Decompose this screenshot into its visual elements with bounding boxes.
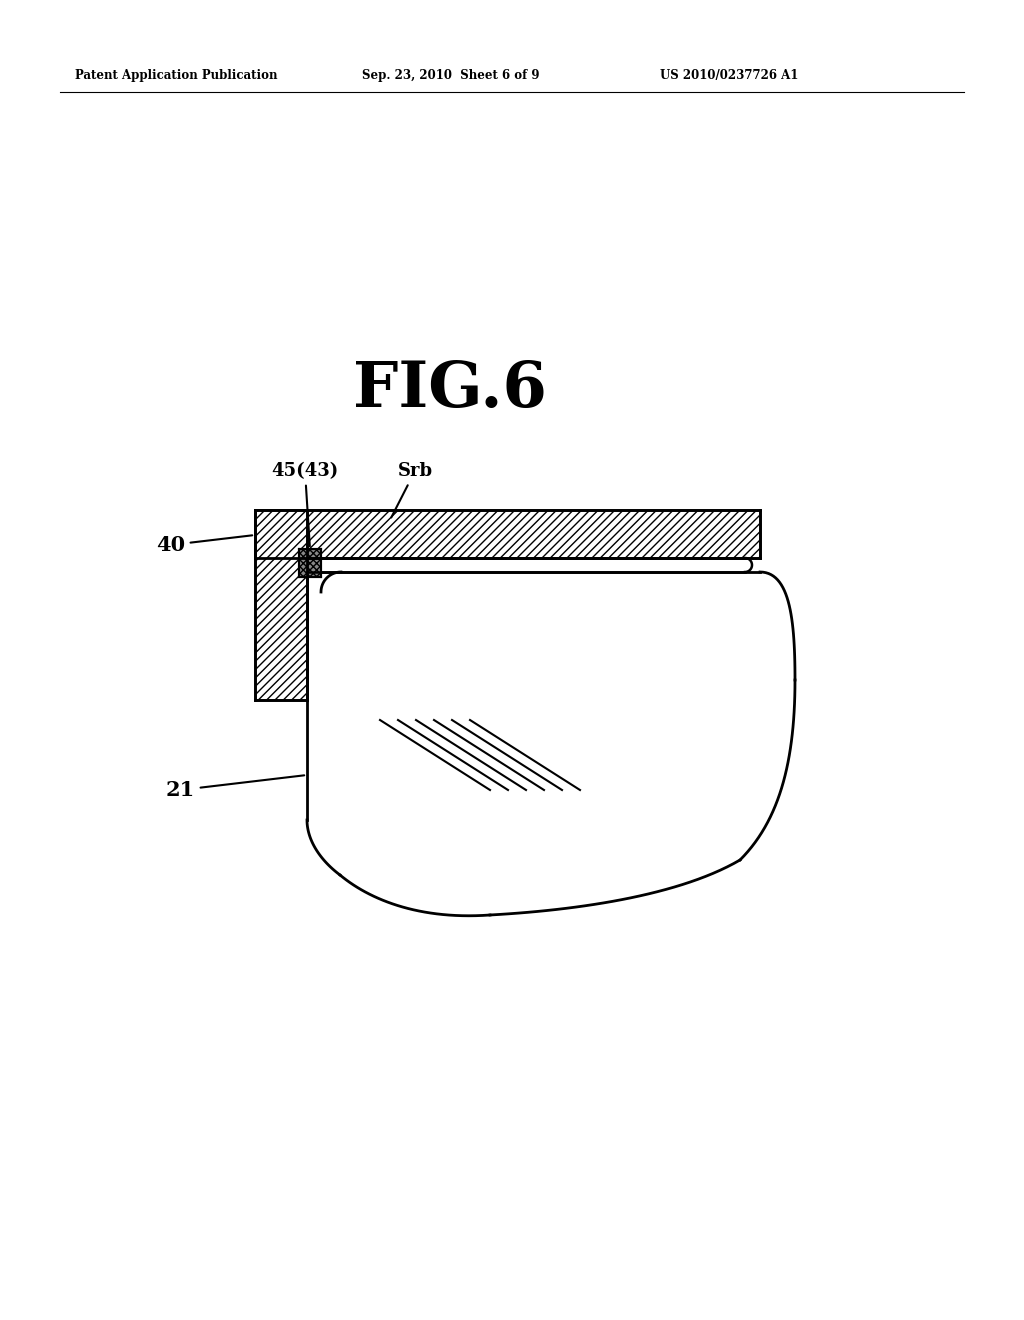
Bar (255, 510, 760, 558)
Bar (299, 549, 321, 577)
Text: Sep. 23, 2010  Sheet 6 of 9: Sep. 23, 2010 Sheet 6 of 9 (362, 69, 540, 82)
Bar (299, 549, 321, 577)
Text: Patent Application Publication: Patent Application Publication (75, 69, 278, 82)
Text: 45(43): 45(43) (271, 462, 339, 546)
Text: 40: 40 (156, 535, 252, 554)
Text: US 2010/0237726 A1: US 2010/0237726 A1 (660, 69, 799, 82)
Text: FIG.6: FIG.6 (353, 359, 547, 421)
Text: 21: 21 (166, 775, 304, 800)
Bar (255, 510, 307, 700)
Polygon shape (307, 572, 795, 916)
Text: Srb: Srb (391, 462, 432, 517)
